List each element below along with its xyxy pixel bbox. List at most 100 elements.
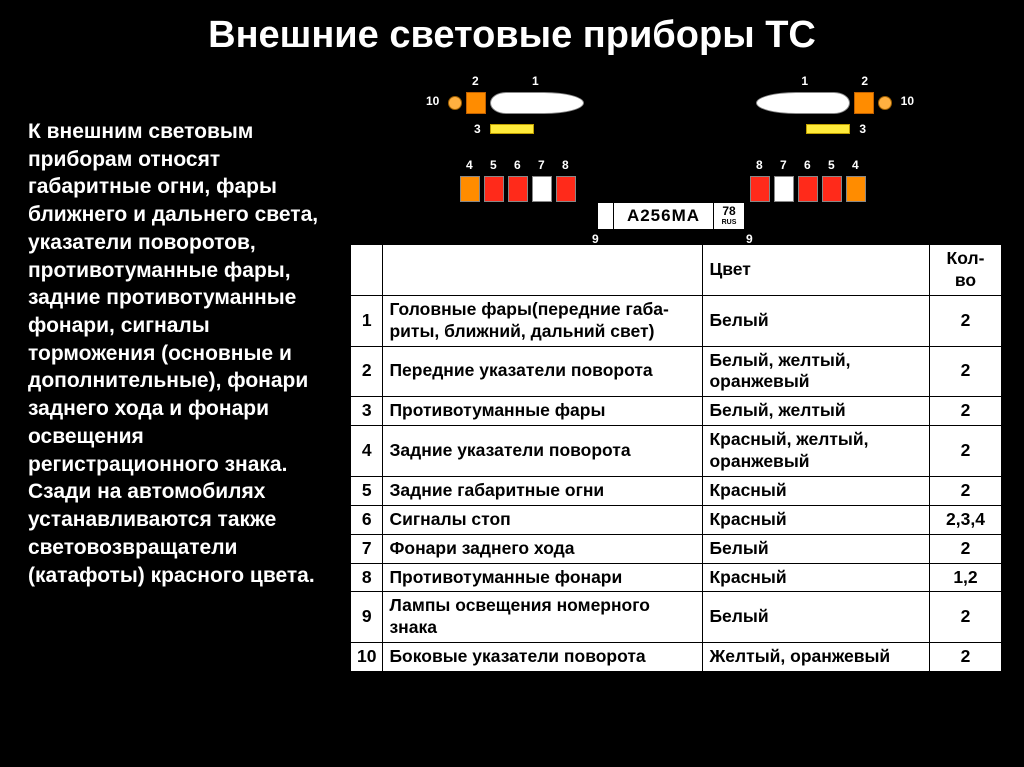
cell-name: Противотуманные фары [383, 397, 703, 426]
cell-name: Боковые указатели поворота [383, 643, 703, 672]
rear-light-icon [460, 176, 480, 202]
table-row: 10Боковые указатели поворотаЖелтый, оран… [351, 643, 1002, 672]
fog-light-icon [806, 124, 850, 134]
rear-light-icon [846, 176, 866, 202]
cell-color: Белый [703, 295, 930, 346]
cell-name: Сигналы стоп [383, 505, 703, 534]
side-marker-icon [448, 96, 462, 110]
rear-light-icon [508, 176, 528, 202]
label-10: 10 [901, 94, 914, 108]
front-indicator-icon [466, 92, 486, 114]
table-row: 8Противотуманные фонариКрасный1,2 [351, 563, 1002, 592]
rear-light-icon [556, 176, 576, 202]
plate-region-number: 78 [714, 203, 744, 219]
cell-num: 6 [351, 505, 383, 534]
header-color: Цвет [703, 245, 930, 296]
cell-name: Противотуманные фонари [383, 563, 703, 592]
page-title: Внешние световые приборы ТС [0, 0, 1024, 57]
cell-num: 1 [351, 295, 383, 346]
license-plate: А256МА 78 RUS [596, 201, 746, 231]
rear-label: 5 [490, 158, 497, 172]
cell-qty: 2 [930, 346, 1002, 397]
cell-name: Фонари заднего хода [383, 534, 703, 563]
cell-qty: 2 [930, 534, 1002, 563]
plate-region: 78 RUS [714, 203, 744, 229]
cell-qty: 2,3,4 [930, 505, 1002, 534]
headlight-icon [756, 92, 850, 114]
cell-name: Головные фары(передние габа-риты, ближни… [383, 295, 703, 346]
rear-label: 4 [852, 158, 859, 172]
plate-flag-icon [598, 203, 614, 229]
table-header-row: Цвет Кол-во [351, 245, 1002, 296]
rear-label: 7 [538, 158, 545, 172]
cell-color: Белый [703, 534, 930, 563]
front-left-cluster: 10 2 1 3 [420, 78, 630, 136]
fog-light-icon [490, 124, 534, 134]
table-row: 9Лампы освещения номерного знакаБелый2 [351, 592, 1002, 643]
lights-table: Цвет Кол-во 1Головные фары(передние габа… [350, 244, 1002, 672]
cell-num: 3 [351, 397, 383, 426]
label-3: 3 [859, 122, 866, 136]
rear-light-icon [532, 176, 552, 202]
plate-rus-label: RUS [714, 219, 744, 229]
table-row: 3Противотуманные фарыБелый, желтый2 [351, 397, 1002, 426]
description-text: К внешним световым приборам относят габа… [28, 118, 328, 589]
lights-diagram: 10 2 1 3 10 2 1 3 45678 87654 А256МА 78 … [400, 78, 940, 248]
cell-num: 10 [351, 643, 383, 672]
cell-color: Красный [703, 476, 930, 505]
table-row: 1Головные фары(передние габа-риты, ближн… [351, 295, 1002, 346]
cell-num: 9 [351, 592, 383, 643]
cell-qty: 2 [930, 476, 1002, 505]
cell-num: 4 [351, 426, 383, 477]
table-row: 2Передние указатели поворотаБелый, желты… [351, 346, 1002, 397]
rear-label: 5 [828, 158, 835, 172]
label-1: 1 [801, 74, 808, 88]
cell-color: Белый, желтый [703, 397, 930, 426]
cell-color: Белый, желтый, оранжевый [703, 346, 930, 397]
cell-qty: 2 [930, 295, 1002, 346]
cell-num: 5 [351, 476, 383, 505]
label-10: 10 [426, 94, 439, 108]
cell-qty: 2 [930, 426, 1002, 477]
rear-label: 8 [756, 158, 763, 172]
cell-name: Передние указатели поворота [383, 346, 703, 397]
rear-light-icon [750, 176, 770, 202]
table-row: 5Задние габаритные огниКрасный2 [351, 476, 1002, 505]
label-1: 1 [532, 74, 539, 88]
rear-label: 6 [514, 158, 521, 172]
cell-name: Задние габаритные огни [383, 476, 703, 505]
rear-label: 7 [780, 158, 787, 172]
side-marker-icon [878, 96, 892, 110]
headlight-icon [490, 92, 584, 114]
table-row: 6Сигналы стопКрасный2,3,4 [351, 505, 1002, 534]
rear-light-icon [798, 176, 818, 202]
cell-num: 2 [351, 346, 383, 397]
front-indicator-icon [854, 92, 874, 114]
cell-name: Задние указатели поворота [383, 426, 703, 477]
rear-label: 6 [804, 158, 811, 172]
header-qty: Кол-во [930, 245, 1002, 296]
cell-num: 7 [351, 534, 383, 563]
cell-name: Лампы освещения номерного знака [383, 592, 703, 643]
cell-qty: 2 [930, 397, 1002, 426]
header-num [351, 245, 383, 296]
table-row: 7Фонари заднего ходаБелый2 [351, 534, 1002, 563]
cell-color: Красный [703, 505, 930, 534]
rear-light-icon [774, 176, 794, 202]
rear-label: 4 [466, 158, 473, 172]
cell-color: Желтый, оранжевый [703, 643, 930, 672]
table-row: 4Задние указатели поворотаКрасный, желты… [351, 426, 1002, 477]
rear-light-icon [484, 176, 504, 202]
cell-color: Красный [703, 563, 930, 592]
rear-label: 8 [562, 158, 569, 172]
cell-qty: 2 [930, 643, 1002, 672]
cell-color: Белый [703, 592, 930, 643]
label-2: 2 [861, 74, 868, 88]
header-name [383, 245, 703, 296]
rear-light-icon [822, 176, 842, 202]
plate-number: А256МА [614, 203, 714, 229]
cell-num: 8 [351, 563, 383, 592]
cell-qty: 1,2 [930, 563, 1002, 592]
cell-color: Красный, желтый, оранжевый [703, 426, 930, 477]
cell-qty: 2 [930, 592, 1002, 643]
